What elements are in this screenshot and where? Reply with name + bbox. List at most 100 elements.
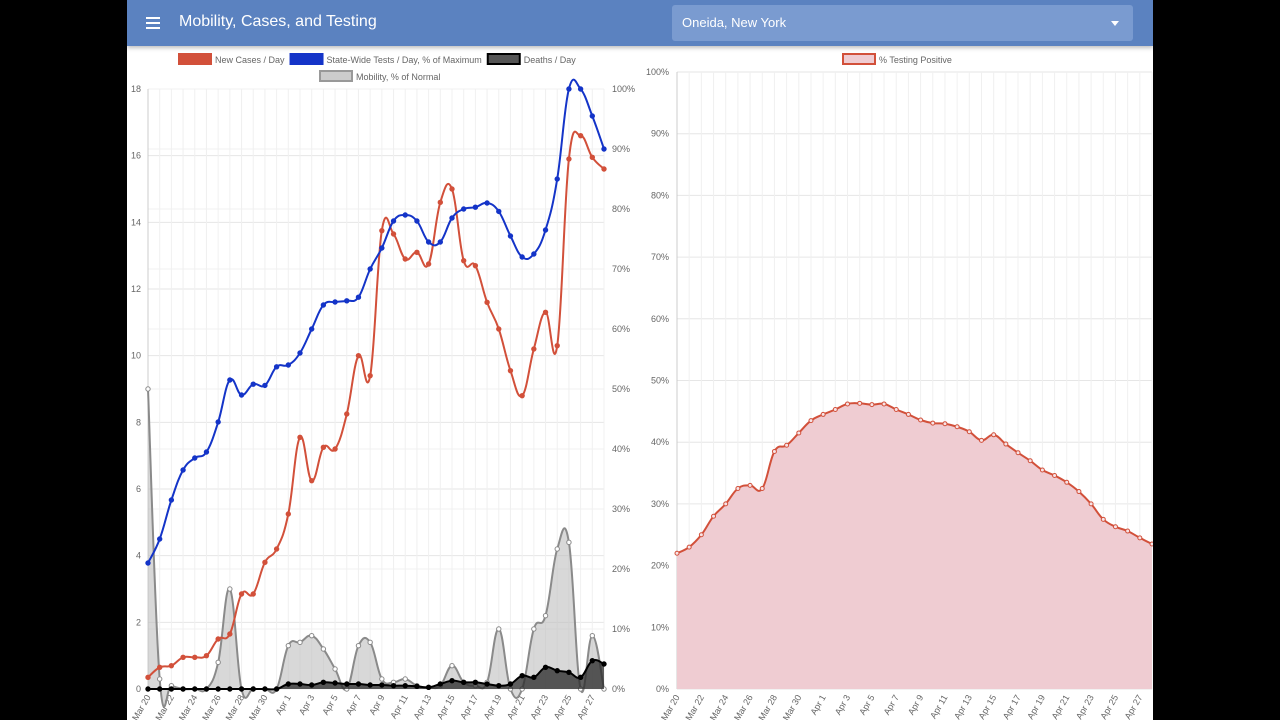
positive-series-point [1052,473,1058,479]
x-tick-label: Apr 7 [882,693,901,717]
deaths-series-point [507,681,514,687]
caret-down-icon[interactable] [1111,21,1119,26]
deaths-series-point [437,681,444,687]
x-tick-label: Apr 3 [833,693,852,717]
x-tick-label: Apr 1 [808,693,827,717]
deaths-series-point [367,682,373,688]
y-right-tick-label: 10% [612,624,630,634]
tests-series-point [554,176,560,182]
x-tick-label: Apr 13 [952,693,974,720]
mobility-series-point [215,659,221,666]
mobility-series-point [496,626,502,632]
deaths-series-point [320,679,327,686]
positive-series-point [796,430,802,436]
deaths-series-point [601,661,607,667]
positive-series-point [954,424,960,430]
x-tick-label: Mar 22 [683,693,706,720]
positive-series-point [905,411,911,417]
legend-swatch [178,53,212,65]
cases-series-point [542,309,549,316]
mobility-series-point [554,546,560,552]
tests-series-point [531,251,537,257]
y-right-tick-label: 80% [612,204,630,214]
legend-swatch [486,53,521,65]
y-right-tick-label: 0% [612,684,625,694]
location-select[interactable]: Oneida, New York [672,5,1133,41]
cases-series-point [589,154,596,161]
legend-label: State-Wide Tests / Day, % of Maximum [327,55,482,65]
positive-series-point [1125,528,1131,534]
menu-icon[interactable] [135,8,171,38]
deaths-series-line [148,658,605,691]
tests-series-point [577,86,584,92]
cases-series-point [531,346,537,352]
x-tick-label: Apr 25 [1098,693,1120,720]
legend-item[interactable]: % Testing Positive [842,53,952,65]
cases-series-point [215,636,221,642]
y-right-tick-label: 30% [612,504,630,514]
positive-series-point [1076,489,1082,495]
cases-series-point [297,434,303,441]
y-tick-label: 0% [656,684,669,694]
tests-series-point [215,419,221,425]
deaths-series-area [148,659,604,690]
y-left-tick-label: 4 [136,551,141,561]
legend-item[interactable]: State-Wide Tests / Day, % of Maximum [289,53,482,65]
cases-series-point [554,342,560,349]
mobility-series-point [542,612,549,619]
legend-item[interactable]: Deaths / Day [486,53,577,65]
deaths-series-point [180,686,186,692]
tests-series-point [238,392,245,398]
y-left-tick-label: 14 [131,217,141,227]
x-tick-label: Apr 9 [906,693,925,717]
location-value: Oneida, New York [682,15,787,30]
x-tick-label: Apr 15 [976,693,998,720]
deaths-series-point [332,680,338,686]
positive-series [674,400,1153,689]
positive-series-point [1064,479,1070,485]
positive-series-point [1088,501,1094,507]
y-left-tick-label: 16 [131,151,141,161]
positive-series-point [832,406,838,412]
tests-series-point [273,364,280,370]
deaths-series-point [425,684,432,691]
positive-series-point [711,513,717,519]
x-tick-label: Apr 27 [1123,693,1145,720]
positive-series-point [1003,441,1009,447]
x-tick-label: Apr 5 [857,693,876,717]
legend-swatch [842,53,876,65]
positive-series-point [686,544,692,550]
tests-series-point [390,218,397,224]
x-tick-label: Mar 26 [732,693,755,720]
deaths-series-point [496,682,502,689]
tests-series-point [414,218,420,224]
positive-series-point [930,420,936,426]
x-tick-label: Mar 20 [659,693,682,720]
positive-series-point [820,411,826,417]
deaths-series [145,657,607,692]
deaths-series-point [297,681,303,687]
deaths-series-point [531,674,537,681]
positive-series-point [942,421,948,427]
y-tick-label: 40% [651,437,669,447]
cases-series-point [496,326,502,332]
cases-series-point [507,367,514,374]
legend-item[interactable]: Mobility, % of Normal [319,70,440,82]
deaths-series-point [285,681,292,687]
mobility-series-point [589,632,596,639]
deaths-series-point [472,679,479,686]
positive-series-point [723,501,729,507]
tests-series-point [297,350,303,356]
x-tick-label: Mar 30 [781,693,804,720]
deaths-series-point [449,677,455,684]
legend-item[interactable]: New Cases / Day [178,53,285,65]
deaths-series-point [566,669,572,676]
x-tick-label: Apr 17 [1001,693,1023,720]
cases-series-point [344,411,350,417]
deaths-series-point [484,681,490,687]
cases-series-point [414,249,420,256]
deaths-series-point [168,686,175,692]
y-tick-label: 100% [646,67,669,77]
y-left-tick-label: 2 [136,617,141,627]
deaths-series-point [542,664,549,671]
